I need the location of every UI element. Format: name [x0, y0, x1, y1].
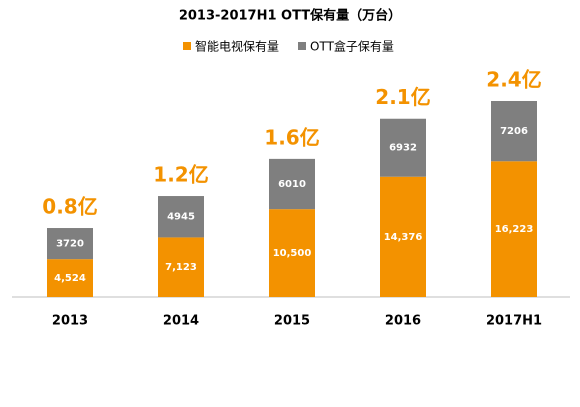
- legend-label: OTT盒子保有量: [310, 39, 394, 54]
- x-tick-label: 2017H1: [486, 314, 542, 329]
- bar-segment: [269, 158, 315, 210]
- x-tick-label: 2015: [274, 314, 310, 329]
- x-tick-label: 2013: [52, 314, 88, 329]
- x-tick-label: 2014: [163, 314, 199, 329]
- legend-label: 智能电视保有量: [195, 39, 279, 54]
- bar-segment: [491, 100, 537, 162]
- bar-segment: [269, 209, 315, 297]
- chart-title: 2013-2017H1 OTT保有量（万台）: [179, 8, 401, 24]
- annotation: 0.8亿: [42, 195, 97, 219]
- annotation: 1.2亿: [153, 163, 208, 187]
- bar-segment: [380, 118, 426, 177]
- data-label: 6010: [278, 179, 306, 190]
- data-label: 7,123: [165, 262, 197, 273]
- data-label: 7206: [500, 126, 528, 137]
- data-label: 3720: [56, 239, 84, 250]
- bar-segment: [380, 176, 426, 297]
- x-tick-label: 2016: [385, 314, 421, 329]
- legend-swatch: [298, 42, 306, 50]
- annotation: 2.4亿: [486, 67, 541, 91]
- data-label: 6932: [389, 143, 417, 154]
- bar-segment: [158, 196, 204, 238]
- data-label: 4945: [167, 212, 195, 223]
- data-label: 10,500: [273, 248, 312, 259]
- annotation: 1.6亿: [264, 125, 319, 149]
- legend-swatch: [183, 42, 191, 50]
- bar-segment: [491, 161, 537, 297]
- bar-segment: [47, 259, 93, 297]
- data-label: 16,223: [495, 224, 534, 235]
- annotation: 2.1亿: [375, 85, 430, 109]
- data-label: 4,524: [54, 273, 86, 284]
- data-label: 14,376: [384, 232, 423, 243]
- bar-segment: [47, 228, 93, 260]
- bar-segment: [158, 237, 204, 297]
